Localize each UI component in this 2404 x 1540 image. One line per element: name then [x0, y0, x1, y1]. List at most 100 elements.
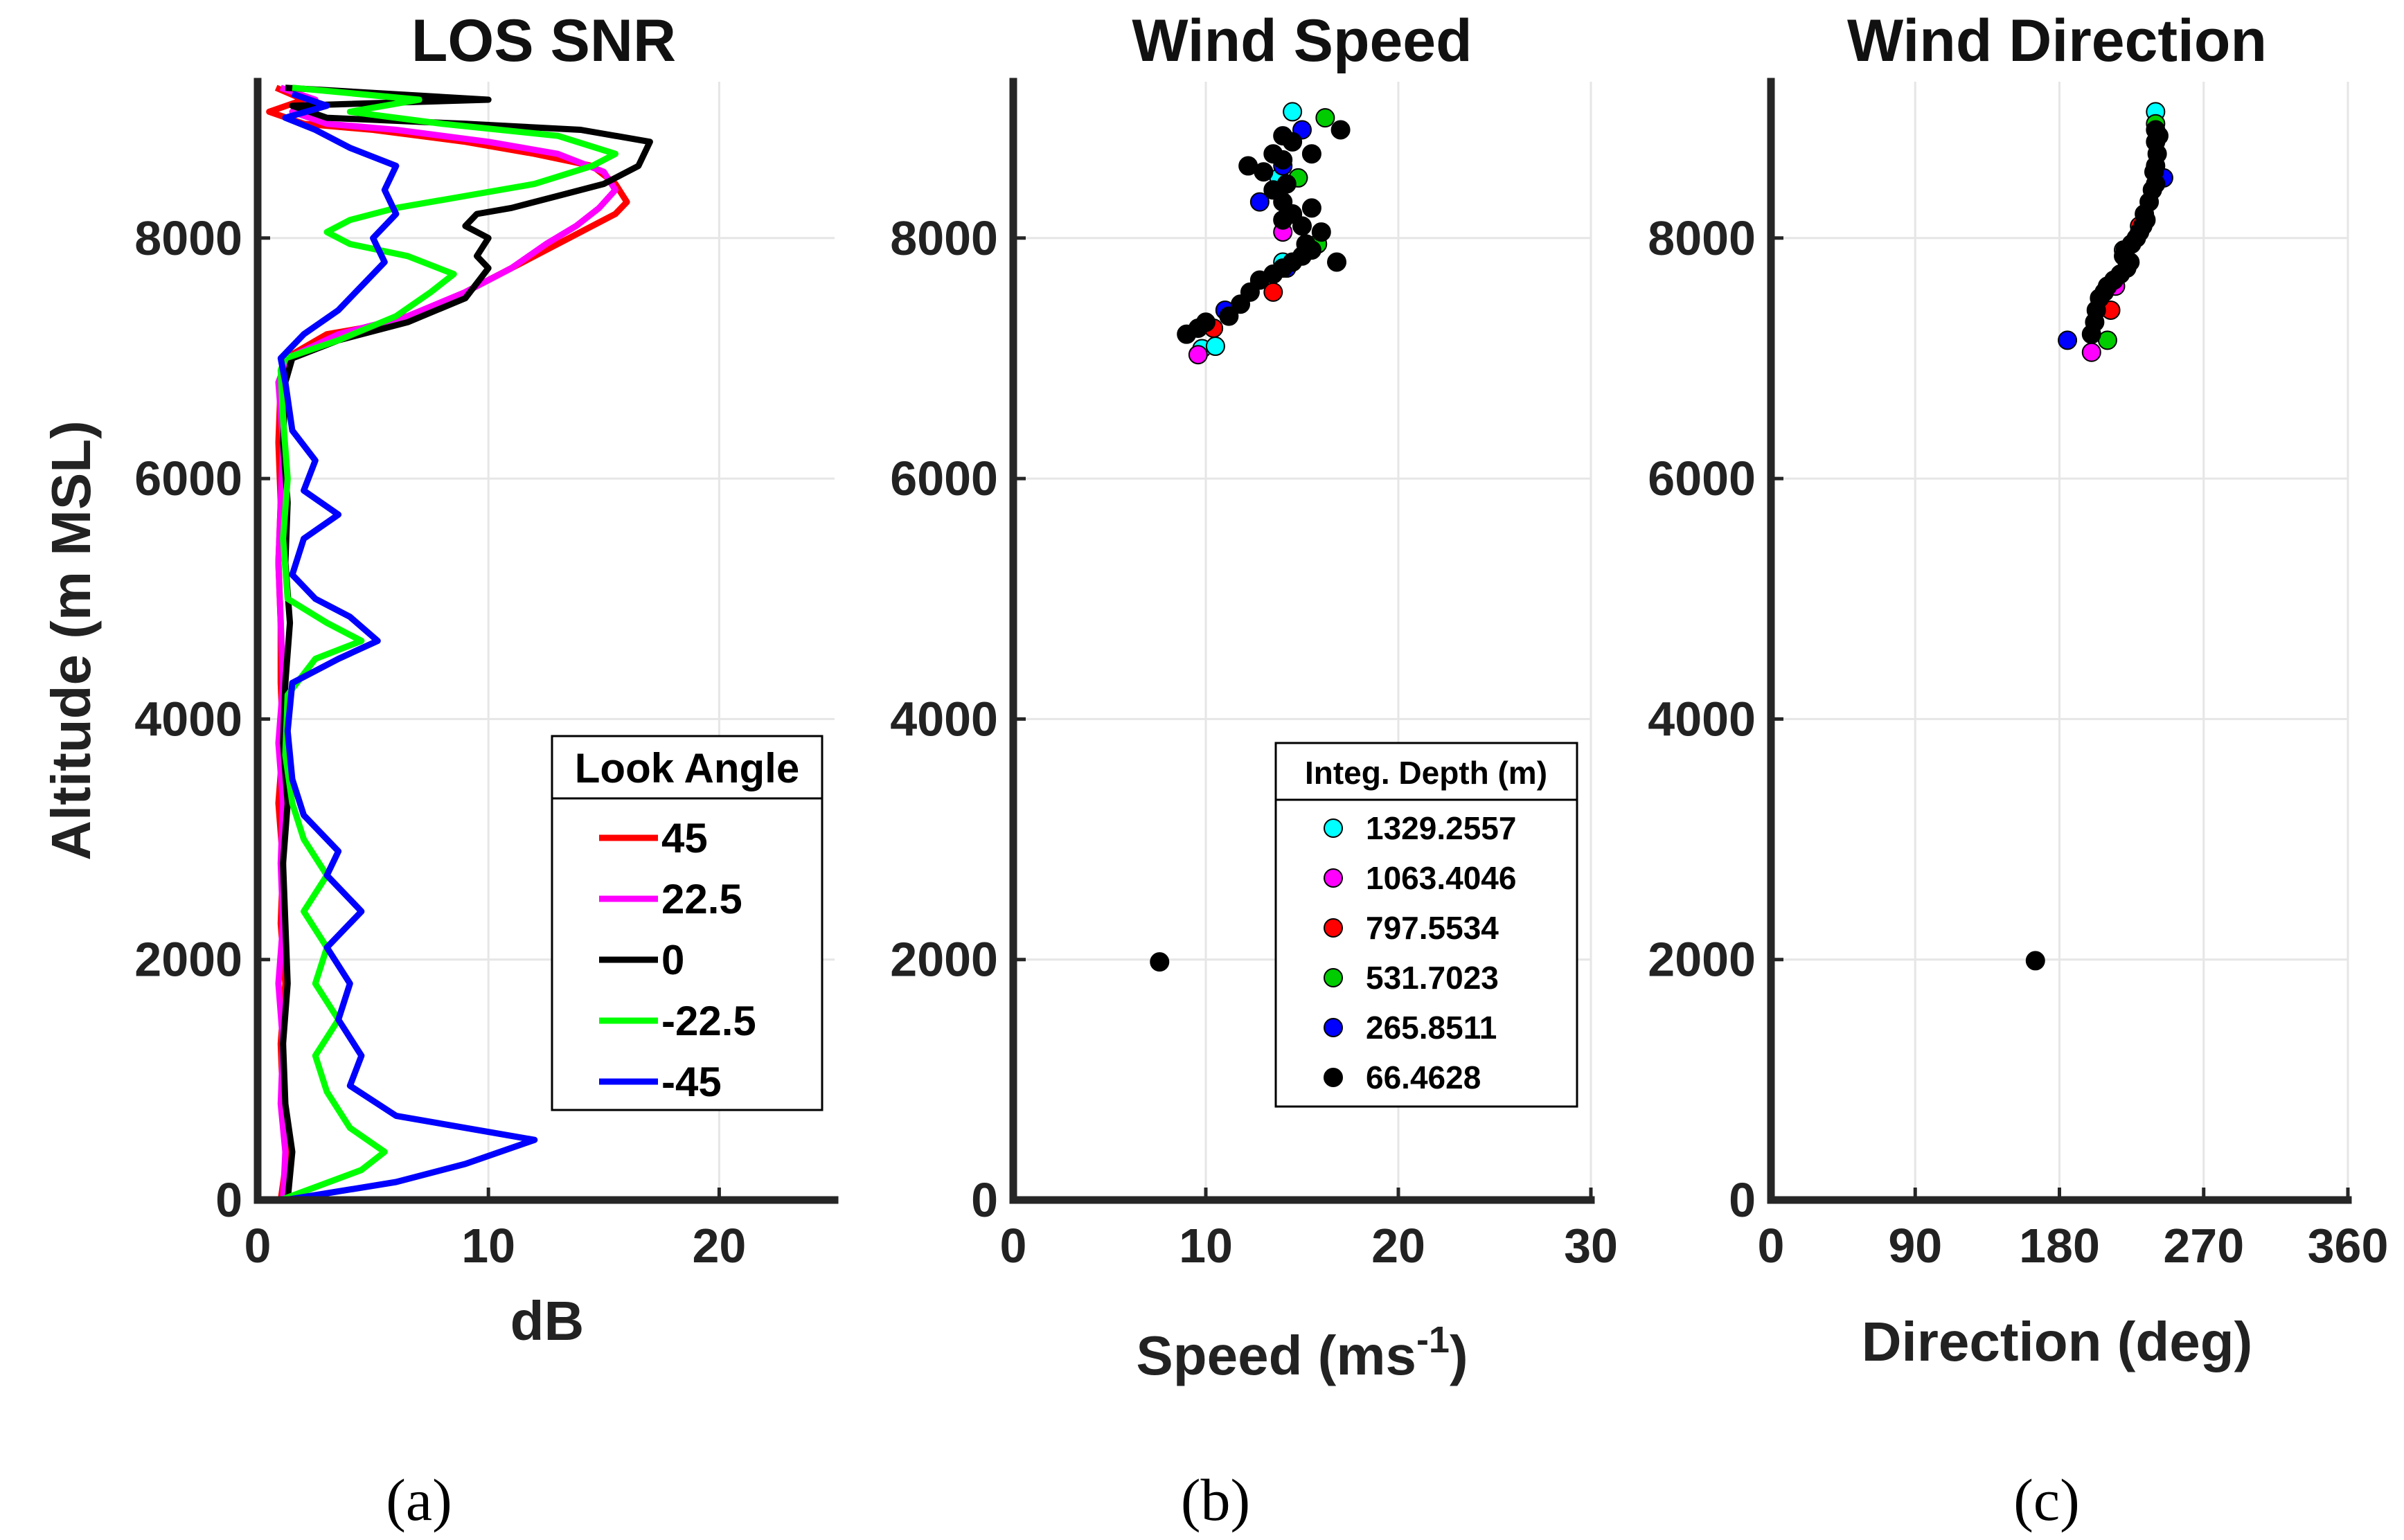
data-point-66.4628: [1301, 144, 1321, 164]
panel-caption: (c): [2013, 1467, 2079, 1533]
legend-entries: 1329.2557 1063.4046 797.5534 531.7023 265.85…: [1324, 810, 1516, 1095]
panel-wind-direction: Wind Direction 0 90 180 270 360 0 2000 4000 6000…: [1648, 8, 2388, 1533]
data-point-1329.2557: [1283, 102, 1303, 122]
x-tick-label: 10: [1179, 1219, 1233, 1273]
x-axis-label-main: Speed (ms: [1136, 1325, 1416, 1386]
grid: [1771, 82, 2349, 1200]
x-axis-label-suffix: ): [1450, 1325, 1468, 1386]
y-tick-label: 6000: [1648, 451, 1756, 505]
data-point-531.7023: [1315, 108, 1335, 128]
legend-swatch: [1324, 868, 1343, 888]
tick-labels: 0 10 20 30 0 2000 4000 6000 8000: [890, 211, 1618, 1273]
chart-title: LOS SNR: [411, 8, 676, 74]
legend-swatch: [1324, 1018, 1343, 1037]
legend-title: Look Angle: [575, 745, 799, 791]
legend-title: Integ. Depth (m): [1305, 755, 1547, 791]
y-tick-label: 2000: [1648, 933, 1756, 987]
y-tick-label: 0: [1729, 1173, 1756, 1227]
legend-box: [551, 735, 823, 1111]
y-tick-label: 4000: [890, 692, 998, 746]
legend-swatch: [1324, 968, 1343, 987]
legend-swatch: [1324, 918, 1343, 938]
legend-entries: 45 22.5 0 -22.5 -45: [599, 815, 756, 1105]
y-tick-label: 8000: [1648, 211, 1756, 265]
data-point-66.4628: [1219, 306, 1239, 326]
series-line--22.5: [277, 84, 618, 1203]
y-axis-label: Altitude (m MSL): [40, 420, 102, 860]
legend-label: 0: [661, 937, 684, 983]
legend: Integ. Depth (m) 1329.2557 1063.4046 797.5…: [1274, 742, 1578, 1108]
series-line--45: [277, 91, 538, 1203]
x-axis-label-superscript: -1: [1416, 1319, 1450, 1361]
panel-caption: (a): [386, 1467, 452, 1533]
x-tick-label: 270: [2163, 1219, 2244, 1273]
y-tick-label: 8000: [890, 211, 998, 265]
legend-label: 66.4628: [1366, 1059, 1481, 1095]
y-tick-label: 4000: [1648, 692, 1756, 746]
x-tick-label: 10: [461, 1219, 515, 1273]
data-point-265.8511: [2058, 330, 2078, 350]
y-tick-label: 0: [215, 1173, 242, 1227]
y-tick-label: 4000: [134, 692, 242, 746]
legend-swatch: [1324, 1068, 1343, 1087]
data-point-66.4628: [1150, 952, 1170, 972]
x-tick-label: 180: [2019, 1219, 2100, 1273]
x-tick-label: 0: [1758, 1219, 1785, 1273]
data-point-66.4628: [1301, 198, 1321, 218]
x-tick-label: 20: [692, 1219, 746, 1273]
x-axis-label: Direction (deg): [1862, 1311, 2252, 1372]
data-point-66.4628: [2025, 951, 2045, 971]
x-tick-label: 90: [1888, 1219, 1942, 1273]
legend-label: 22.5: [661, 876, 742, 922]
y-tick-label: 6000: [134, 451, 242, 505]
legend: Look Angle 45 22.5 0 -22.5 -45: [551, 735, 823, 1111]
legend-label: 45: [661, 815, 708, 861]
series-line-0: [280, 84, 653, 1201]
chart-title: Wind Direction: [1847, 8, 2267, 74]
legend-label: 797.5534: [1366, 910, 1499, 946]
series-group: [2025, 102, 2173, 971]
panel-los-snr: LOS SNR 0 10 20 0 2000 4000 6000 8000 dB Altitu…: [40, 8, 839, 1533]
legend-label: -22.5: [661, 998, 756, 1044]
panel-caption: (b): [1181, 1467, 1250, 1533]
data-point-66.4628: [1296, 234, 1316, 254]
tick-labels: 0 10 20 0 2000 4000 6000 8000: [134, 211, 746, 1273]
x-axis-label: dB: [510, 1290, 585, 1352]
legend-label: 1329.2557: [1366, 810, 1516, 846]
x-tick-label: 0: [1000, 1219, 1027, 1273]
legend-swatch: [1324, 818, 1343, 838]
data-point-66.4628: [1311, 222, 1331, 242]
series-group: [266, 84, 653, 1203]
series-group: [1150, 102, 1351, 972]
data-point-66.4628: [1196, 312, 1216, 332]
data-point-1329.2557: [1205, 337, 1225, 357]
legend-label: 265.8511: [1366, 1010, 1497, 1046]
y-tick-label: 0: [971, 1173, 998, 1227]
data-point-66.4628: [1330, 120, 1351, 140]
panel-wind-speed: Wind Speed 0 10 20 30 0 2000 4000 6000 8000 Spee…: [890, 8, 1618, 1533]
x-tick-label: 0: [244, 1219, 271, 1273]
data-point-66.4628: [1327, 252, 1347, 272]
legend-label: 1063.4046: [1366, 860, 1516, 896]
data-point-66.4628: [2146, 120, 2166, 140]
data-point-66.4628: [1276, 174, 1297, 194]
chart-title: Wind Speed: [1132, 8, 1472, 74]
x-tick-label: 360: [2308, 1219, 2389, 1273]
data-point-265.8511: [1249, 192, 1270, 212]
data-point-66.4628: [1263, 144, 1283, 164]
legend-label: 531.7023: [1366, 960, 1499, 996]
data-point-1063.4046: [2081, 342, 2101, 362]
x-tick-label: 20: [1371, 1219, 1425, 1273]
data-point-531.7023: [2097, 330, 2117, 350]
y-tick-label: 2000: [134, 933, 242, 987]
legend-label: -45: [661, 1059, 722, 1105]
y-tick-label: 6000: [890, 451, 998, 505]
data-point-66.4628: [1273, 126, 1293, 146]
tick-labels: 0 90 180 270 360 0 2000 4000 6000 8000: [1648, 211, 2388, 1273]
y-tick-label: 2000: [890, 933, 998, 987]
data-point-66.4628: [1238, 156, 1258, 176]
x-tick-label: 30: [1564, 1219, 1618, 1273]
x-axis-label: Speed (ms-1): [1136, 1319, 1468, 1386]
y-tick-label: 8000: [134, 211, 242, 265]
